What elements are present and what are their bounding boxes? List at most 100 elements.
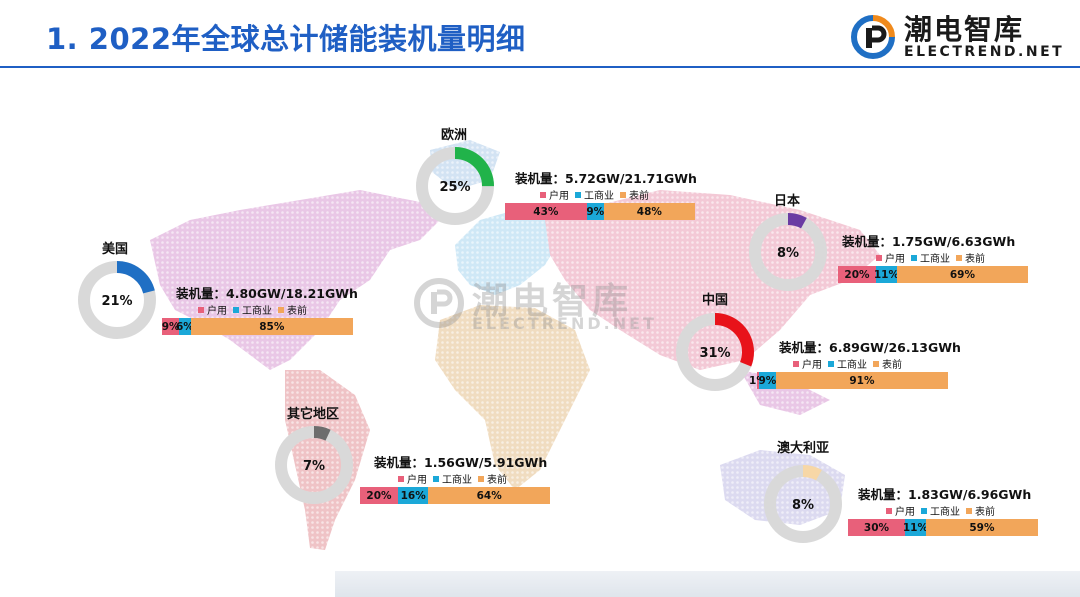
legend-swatch-commercial bbox=[911, 254, 917, 261]
bar-segment-front-of-meter: 85% bbox=[190, 318, 353, 335]
region-name-usa: 美国 bbox=[102, 242, 129, 257]
bar-segment-household: 9% bbox=[162, 318, 180, 335]
legend-label-household: 户用 bbox=[207, 306, 227, 317]
donut-arc-china bbox=[676, 313, 754, 391]
legend-label-front-of-meter: 表前 bbox=[487, 475, 507, 486]
legend-china: 户用 工商业 表前 bbox=[793, 356, 902, 371]
legend-item-front-of-meter: 表前 bbox=[966, 503, 995, 518]
donut-label-china: 31% bbox=[699, 346, 730, 361]
region-name-australia: 澳大利亚 bbox=[777, 441, 830, 456]
legend-label-household: 户用 bbox=[885, 254, 905, 265]
legend-swatch-front-of-meter bbox=[966, 507, 972, 514]
legend-label-commercial: 工商业 bbox=[242, 306, 272, 317]
logo-text-cn: 潮电智库 bbox=[904, 13, 1025, 46]
legend-other: 户用 工商业 表前 bbox=[398, 471, 507, 486]
legend-item-front-of-meter: 表前 bbox=[478, 471, 507, 486]
donut-arc-europe bbox=[416, 147, 494, 225]
legend-label-household: 户用 bbox=[407, 475, 427, 486]
legend-item-household: 户用 bbox=[198, 302, 227, 317]
legend-item-household: 户用 bbox=[886, 503, 915, 518]
legend-label-commercial: 工商业 bbox=[584, 191, 614, 202]
region-name-china: 中国 bbox=[702, 293, 729, 308]
capacity-label-china: 装机量：6.89GW/26.13GWh bbox=[779, 340, 961, 355]
bar-segment-front-of-meter: 59% bbox=[925, 519, 1038, 536]
capacity-label-australia: 装机量：1.83GW/6.96GWh bbox=[858, 487, 1032, 502]
legend-label-commercial: 工商业 bbox=[930, 507, 960, 518]
bar-segment-commercial: 16% bbox=[398, 487, 429, 504]
legend-swatch-household bbox=[793, 360, 799, 367]
legend-usa: 户用 工商业 表前 bbox=[198, 302, 307, 317]
legend-swatch-front-of-meter bbox=[278, 306, 284, 313]
bar-segment-commercial: 9% bbox=[758, 372, 776, 389]
region-name-europe: 欧洲 bbox=[441, 128, 468, 143]
legend-japan: 户用 工商业 表前 bbox=[876, 250, 985, 265]
legend-label-front-of-meter: 表前 bbox=[629, 191, 649, 202]
legend-item-front-of-meter: 表前 bbox=[956, 250, 985, 265]
legend-label-front-of-meter: 表前 bbox=[882, 360, 902, 371]
legend-label-commercial: 工商业 bbox=[920, 254, 950, 265]
donut-japan: 8% bbox=[749, 213, 827, 291]
legend-item-commercial: 工商业 bbox=[828, 356, 867, 371]
split-bar-japan: 20% 11% 69% bbox=[838, 266, 1028, 283]
legend-swatch-front-of-meter bbox=[956, 254, 962, 261]
legend-swatch-commercial bbox=[575, 191, 581, 198]
legend-item-household: 户用 bbox=[398, 471, 427, 486]
bar-segment-household: 43% bbox=[505, 203, 587, 220]
donut-arc-australia bbox=[764, 465, 842, 543]
donut-label-australia: 8% bbox=[792, 498, 814, 513]
bar-segment-front-of-meter: 48% bbox=[603, 203, 695, 220]
bar-segment-commercial: 11% bbox=[903, 519, 928, 536]
watermark-text-cn: 潮电智库 bbox=[472, 281, 633, 322]
legend-swatch-commercial bbox=[433, 475, 439, 482]
legend-label-front-of-meter: 表前 bbox=[975, 507, 995, 518]
legend-label-commercial: 工商业 bbox=[837, 360, 867, 371]
split-bar-europe: 43% 9% 48% bbox=[505, 203, 695, 220]
donut-arc-other bbox=[275, 426, 353, 504]
legend-europe: 户用 工商业 表前 bbox=[540, 187, 649, 202]
donut-label-japan: 8% bbox=[777, 246, 799, 261]
donut-label-europe: 25% bbox=[439, 180, 470, 195]
legend-swatch-commercial bbox=[921, 507, 927, 514]
legend-swatch-household bbox=[540, 191, 546, 198]
info-japan: 装机量：1.75GW/6.63GWh 户用 工商业 表前 20% 11% 69% bbox=[838, 231, 1028, 286]
region-name-other: 其它地区 bbox=[287, 407, 340, 422]
brand-logo: 潮电智库 ELECTREND.NET bbox=[846, 6, 1072, 64]
donut-label-usa: 21% bbox=[101, 294, 132, 309]
info-china: 装机量：6.89GW/26.13GWh 户用 工商业 表前 1%9%91% bbox=[749, 337, 961, 392]
split-bar-other: 20% 16% 64% bbox=[360, 487, 550, 504]
legend-item-household: 户用 bbox=[540, 187, 569, 202]
capacity-label-japan: 装机量：1.75GW/6.63GWh bbox=[842, 234, 1016, 249]
bar-segment-household: 20% bbox=[838, 266, 876, 283]
donut-europe: 25% bbox=[416, 147, 494, 225]
legend-swatch-commercial bbox=[828, 360, 834, 367]
legend-swatch-front-of-meter bbox=[873, 360, 879, 367]
bar-segment-front-of-meter: 91% bbox=[775, 372, 948, 389]
legend-item-household: 户用 bbox=[876, 250, 905, 265]
legend-swatch-household bbox=[198, 306, 204, 313]
donut-other: 7% bbox=[275, 426, 353, 504]
legend-label-commercial: 工商业 bbox=[442, 475, 472, 486]
legend-swatch-household bbox=[886, 507, 892, 514]
legend-swatch-commercial bbox=[233, 306, 239, 313]
region-name-japan: 日本 bbox=[774, 194, 801, 209]
header-rule bbox=[0, 66, 1080, 68]
capacity-label-other: 装机量：1.56GW/5.91GWh bbox=[374, 455, 548, 470]
legend-label-household: 户用 bbox=[549, 191, 569, 202]
bar-segment-commercial: 11% bbox=[874, 266, 899, 283]
split-bar-australia: 30% 11% 59% bbox=[848, 519, 1038, 536]
legend-item-commercial: 工商业 bbox=[921, 503, 960, 518]
donut-australia: 8% bbox=[764, 465, 842, 543]
info-usa: 装机量：4.80GW/18.21GWh 户用 工商业 表前 9% 6% 85% bbox=[162, 283, 358, 338]
split-bar-china: 1%9%91% bbox=[749, 372, 948, 389]
watermark-logo-icon bbox=[414, 278, 464, 328]
donut-usa: 21% bbox=[78, 261, 156, 339]
legend-item-front-of-meter: 表前 bbox=[620, 187, 649, 202]
legend-australia: 户用 工商业 表前 bbox=[886, 503, 995, 518]
legend-item-commercial: 工商业 bbox=[433, 471, 472, 486]
donut-label-other: 7% bbox=[303, 459, 325, 474]
legend-item-commercial: 工商业 bbox=[233, 302, 272, 317]
info-other: 装机量：1.56GW/5.91GWh 户用 工商业 表前 20% 16% 64% bbox=[360, 452, 550, 507]
legend-item-front-of-meter: 表前 bbox=[873, 356, 902, 371]
logo-text-en: ELECTREND.NET bbox=[904, 44, 1065, 60]
info-europe: 装机量：5.72GW/21.71GWh 户用 工商业 表前 43% 9% 48% bbox=[505, 168, 697, 223]
